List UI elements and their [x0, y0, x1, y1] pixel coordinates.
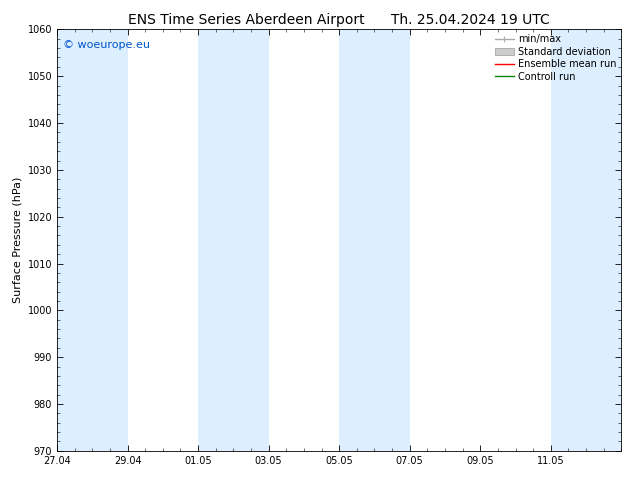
Bar	[198, 29, 269, 451]
Title: ENS Time Series Aberdeen Airport      Th. 25.04.2024 19 UTC: ENS Time Series Aberdeen Airport Th. 25.…	[128, 13, 550, 27]
Y-axis label: Surface Pressure (hPa): Surface Pressure (hPa)	[12, 177, 22, 303]
Bar	[551, 29, 621, 451]
Legend: min/max, Standard deviation, Ensemble mean run, Controll run: min/max, Standard deviation, Ensemble me…	[493, 32, 618, 83]
Text: © woeurope.eu: © woeurope.eu	[63, 40, 150, 50]
Bar	[339, 29, 410, 451]
Bar	[57, 29, 127, 451]
